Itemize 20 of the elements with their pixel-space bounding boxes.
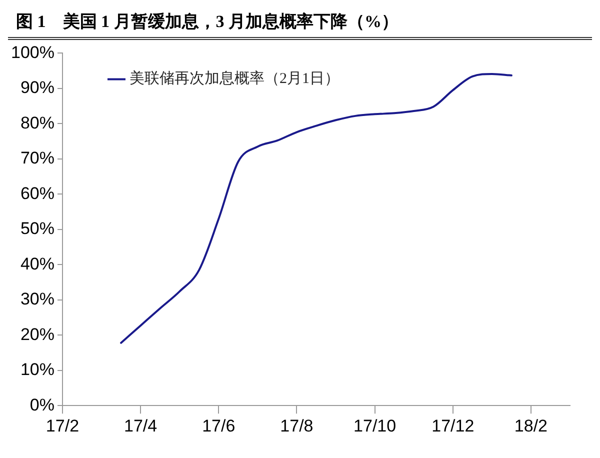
y-tick-label: 70% [20,148,54,168]
y-tick-label: 30% [20,290,54,309]
x-tick-label: 17/8 [280,416,314,436]
y-tick-label: 0% [30,395,54,414]
y-tick-label: 10% [20,360,54,380]
x-tick-label: 17/6 [202,416,236,436]
y-tick-label: 50% [20,219,54,238]
y-tick-label: 90% [20,78,54,98]
y-tick-label: 100% [10,42,54,62]
x-tick-label: 18/2 [514,416,548,436]
x-tick-label: 17/4 [124,416,158,436]
chart-title: 图 1 美国 1 月暂缓加息，3 月加息概率下降（%） [8,8,592,40]
x-tick-label: 17/2 [46,416,80,436]
y-tick-label: 80% [20,113,54,132]
y-tick-label: 40% [20,254,54,274]
x-tick-label: 17/10 [354,416,396,436]
x-tick-label: 17/12 [432,416,474,436]
y-tick-label: 60% [20,184,54,203]
y-tick-label: 20% [20,324,54,344]
legend-label: 美联储再次加息概率（2月1日） [129,70,340,88]
